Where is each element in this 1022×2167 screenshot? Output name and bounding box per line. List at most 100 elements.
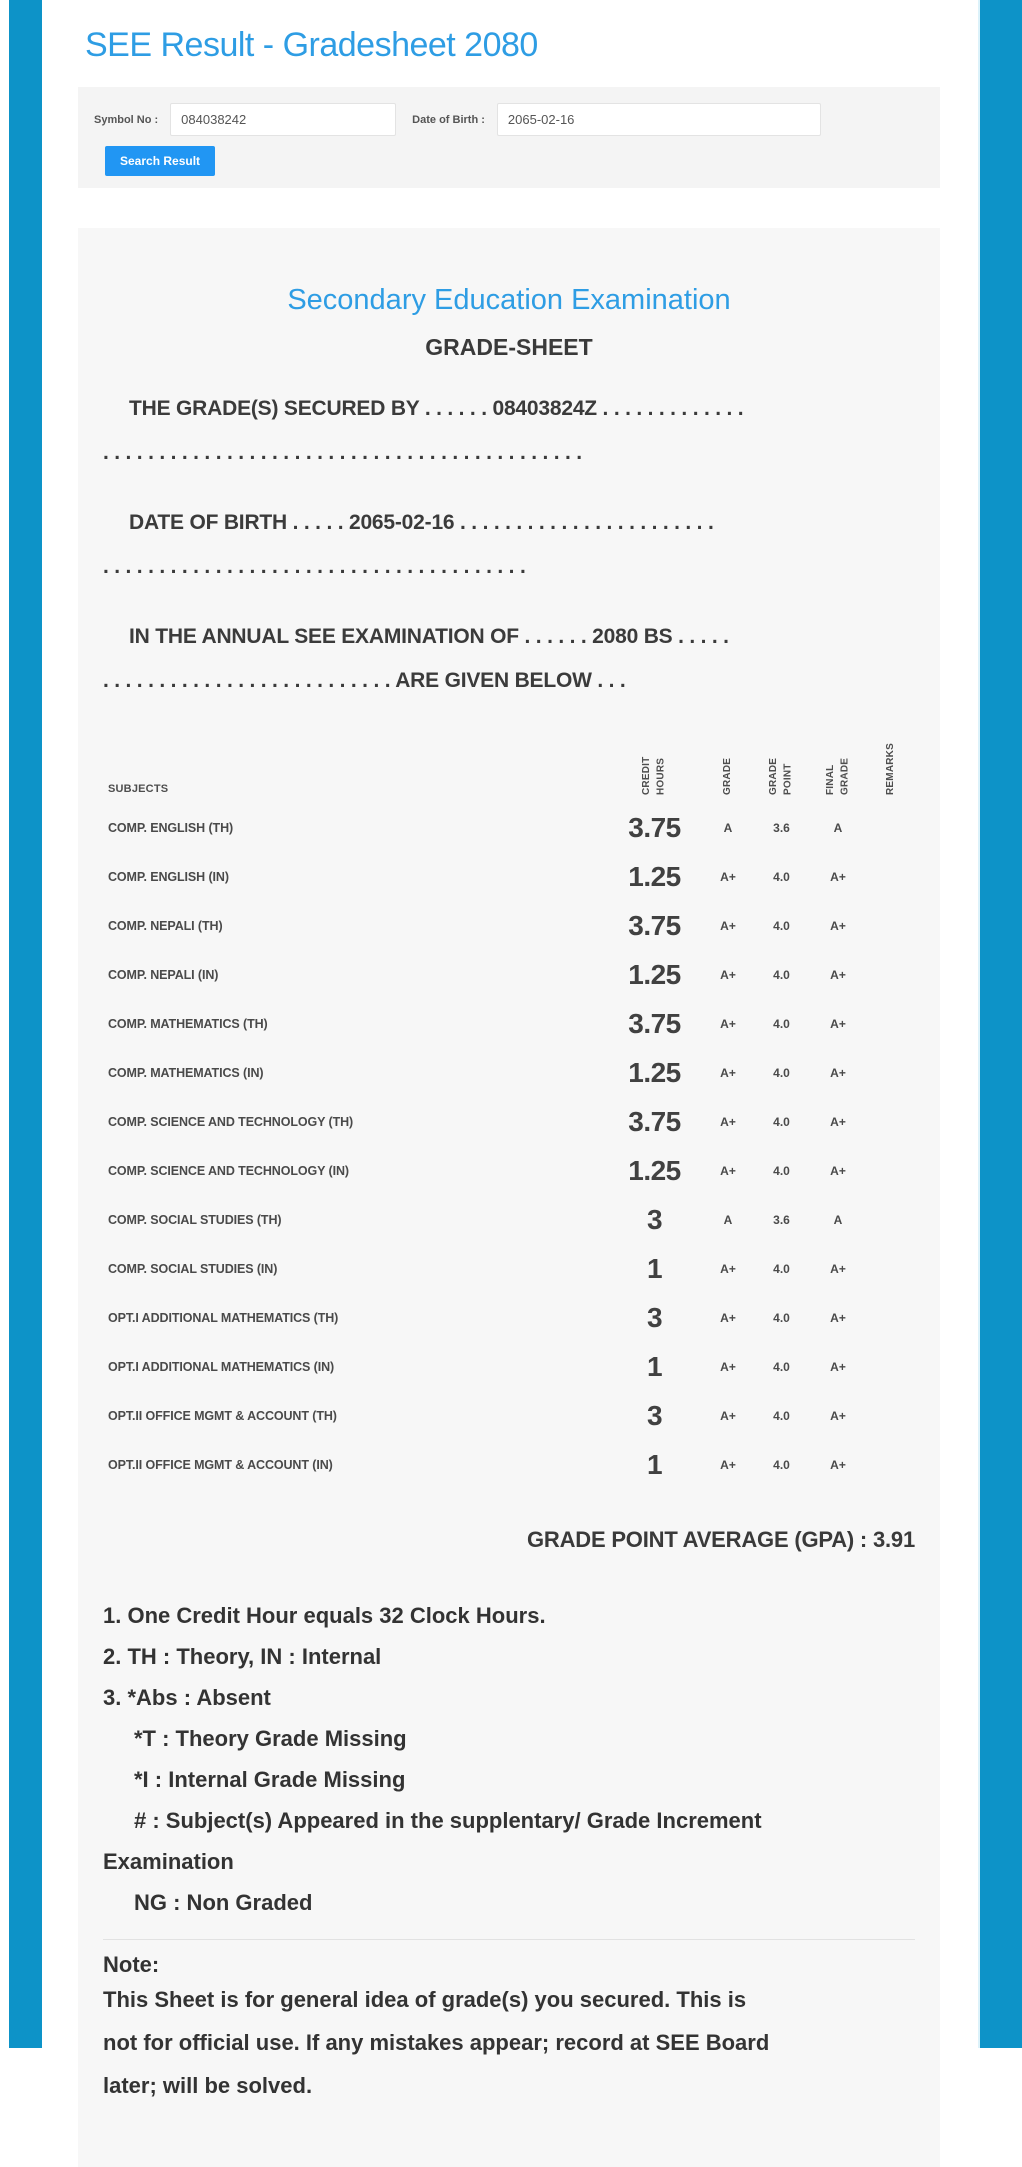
secured-by-line-1: THE GRADE(S) SECURED BY . . . . . . 0840… <box>129 397 744 420</box>
note-line: Examination <box>103 1849 234 1874</box>
gradesheet-subheading: GRADE-SHEET <box>425 334 593 360</box>
grade-point-cell: 4.0 <box>773 1359 790 1374</box>
table-row: COMP. MATHEMATICS (TH) 3.75 A+ 4.0 A+ <box>103 999 915 1048</box>
note-line: *T : Theory Grade Missing <box>134 1726 407 1751</box>
credit-hours-column-header: CREDIT HOURS <box>641 756 667 795</box>
table-row: COMP. SOCIAL STUDIES (IN) 1 A+ 4.0 A+ <box>103 1244 915 1293</box>
table-row: COMP. SCIENCE AND TECHNOLOGY (TH) 3.75 A… <box>103 1097 915 1146</box>
table-row: COMP. NEPALI (IN) 1.25 A+ 4.0 A+ <box>103 950 915 999</box>
grade-cell: A+ <box>720 1114 736 1129</box>
credit-hours-cell: 1 <box>646 1252 663 1284</box>
grade-cell: A+ <box>720 1408 736 1423</box>
subject-cell: COMP. SOCIAL STUDIES (TH) <box>108 1212 282 1227</box>
table-row: COMP. SCIENCE AND TECHNOLOGY (IN) 1.25 A… <box>103 1146 915 1195</box>
final-grade-cell: A+ <box>830 1016 846 1031</box>
subject-cell: COMP. SCIENCE AND TECHNOLOGY (IN) <box>108 1163 349 1178</box>
note-line: 1. One Credit Hour equals 32 Clock Hours… <box>103 1603 546 1628</box>
page-content: SEE Result - Gradesheet 2080 Symbol No :… <box>42 0 978 2167</box>
table-row: OPT.I ADDITIONAL MATHEMATICS (TH) 3 A+ 4… <box>103 1293 915 1342</box>
table-row: OPT.II OFFICE MGMT & ACCOUNT (TH) 3 A+ 4… <box>103 1391 915 1440</box>
table-row: COMP. NEPALI (TH) 3.75 A+ 4.0 A+ <box>103 901 915 950</box>
grade-point-cell: 4.0 <box>773 869 790 884</box>
gpa-line: GRADE POINT AVERAGE (GPA) : 3.91 <box>526 1527 915 1552</box>
grade-point-cell: 4.0 <box>773 918 790 933</box>
grade-point-cell: 3.6 <box>773 820 790 835</box>
gradesheet-heading: Secondary Education Examination <box>287 284 731 316</box>
credit-hours-cell: 1.25 <box>628 1154 681 1186</box>
table-row: COMP. SOCIAL STUDIES (TH) 3 A 3.6 A <box>103 1195 915 1244</box>
final-grade-cell: A+ <box>830 869 846 884</box>
date-of-birth-line-2: . . . . . . . . . . . . . . . . . . . . … <box>103 555 526 578</box>
grade-point-cell: 4.0 <box>773 1016 790 1031</box>
credit-hours-cell: 1 <box>646 1448 663 1480</box>
left-edge-stripe <box>9 0 42 2048</box>
credit-hours-cell: 3.75 <box>628 811 681 843</box>
credit-hours-cell: 3 <box>646 1399 663 1431</box>
credit-hours-cell: 1.25 <box>628 860 681 892</box>
subject-cell: COMP. ENGLISH (IN) <box>108 869 229 884</box>
credit-hours-cell: 3.75 <box>628 1105 681 1137</box>
final-grade-cell: A+ <box>830 1310 846 1325</box>
grade-cell: A+ <box>720 869 736 884</box>
credit-hours-cell: 1 <box>646 1350 663 1382</box>
grade-cell: A+ <box>720 967 736 982</box>
credit-hours-cell: 3 <box>646 1301 663 1333</box>
subject-cell: OPT.I ADDITIONAL MATHEMATICS (IN) <box>108 1359 335 1374</box>
grade-point-cell: 4.0 <box>773 1408 790 1423</box>
grades-table-header: SUBJECTS CREDIT HOURS GRADE GRADE POINT … <box>103 729 915 795</box>
subject-cell: OPT.I ADDITIONAL MATHEMATICS (TH) <box>108 1310 339 1325</box>
exam-line-2: . . . . . . . . . . . . . . . . . . . . … <box>103 669 626 692</box>
grades-table-body: COMP. ENGLISH (TH) 3.75 A 3.6 A COMP. EN… <box>103 803 915 1489</box>
grade-point-cell: 4.0 <box>773 1457 790 1472</box>
grade-cell: A+ <box>720 1163 736 1178</box>
page-title: SEE Result - Gradesheet 2080 <box>85 26 538 64</box>
subject-cell: COMP. NEPALI (TH) <box>108 918 223 933</box>
note-line: later; will be solved. <box>103 2073 313 2098</box>
grade-cell: A+ <box>720 1261 736 1276</box>
grade-cell: A+ <box>720 1065 736 1080</box>
remarks-column-header: REMARKS <box>884 743 896 795</box>
grade-point-cell: 4.0 <box>773 1310 790 1325</box>
final-grade-cell: A+ <box>830 1163 846 1178</box>
search-result-button[interactable]: Search Result <box>105 146 216 176</box>
search-form-row: Symbol No : Date of Birth : <box>94 103 924 136</box>
date-of-birth-label: Date of Birth : <box>412 113 485 126</box>
note-line: not for official use. If any mistakes ap… <box>103 2030 770 2055</box>
final-grade-cell: A+ <box>830 1114 846 1129</box>
grade-cell: A+ <box>720 1359 736 1374</box>
final-grade-cell: A+ <box>830 1359 846 1374</box>
credit-hours-cell: 1.25 <box>628 1056 681 1088</box>
symbol-no-input[interactable] <box>170 103 397 136</box>
note-line: 2. TH : Theory, IN : Internal <box>103 1644 382 1669</box>
final-grade-cell: A+ <box>830 1261 846 1276</box>
grade-point-column-header: GRADE POINT <box>768 757 794 795</box>
gradesheet-card: Secondary Education Examination GRADE-SH… <box>78 228 940 2167</box>
subject-cell: COMP. ENGLISH (TH) <box>108 820 234 835</box>
exam-line-1: IN THE ANNUAL SEE EXAMINATION OF . . . .… <box>129 625 729 648</box>
final-grade-cell: A+ <box>830 1408 846 1423</box>
credit-hours-cell: 3 <box>646 1203 663 1235</box>
final-grade-cell: A+ <box>830 918 846 933</box>
subject-cell: COMP. SCIENCE AND TECHNOLOGY (TH) <box>108 1114 354 1129</box>
final-grade-column-header: FINAL GRADE <box>824 757 851 795</box>
subjects-column-header: SUBJECTS <box>108 783 169 795</box>
note-line: NG : Non Graded <box>134 1890 313 1915</box>
grade-point-cell: 3.6 <box>773 1212 790 1227</box>
subject-cell: COMP. MATHEMATICS (TH) <box>108 1016 268 1031</box>
final-grade-cell: A <box>833 1212 843 1227</box>
date-of-birth-line-1: DATE OF BIRTH . . . . . 2065-02-16 . . .… <box>129 511 714 534</box>
table-row: OPT.II OFFICE MGMT & ACCOUNT (IN) 1 A+ 4… <box>103 1440 915 1489</box>
grade-point-cell: 4.0 <box>773 967 790 982</box>
grade-column-header: GRADE <box>721 757 733 795</box>
right-edge-stripe <box>978 0 1022 2048</box>
grade-cell: A+ <box>720 1457 736 1472</box>
subject-cell: COMP. MATHEMATICS (IN) <box>108 1065 264 1080</box>
subject-cell: OPT.II OFFICE MGMT & ACCOUNT (IN) <box>108 1457 333 1472</box>
date-of-birth-input[interactable] <box>496 103 821 136</box>
grades-table: SUBJECTS CREDIT HOURS GRADE GRADE POINT … <box>103 729 915 1489</box>
subject-cell: OPT.II OFFICE MGMT & ACCOUNT (TH) <box>108 1408 337 1423</box>
note-line: # : Subject(s) Appeared in the supplenta… <box>134 1808 762 1833</box>
grade-cell: A <box>723 820 733 835</box>
grade-point-cell: 4.0 <box>773 1163 790 1178</box>
date-of-birth-paragraph: DATE OF BIRTH . . . . . 2065-02-16 . . .… <box>103 501 915 589</box>
